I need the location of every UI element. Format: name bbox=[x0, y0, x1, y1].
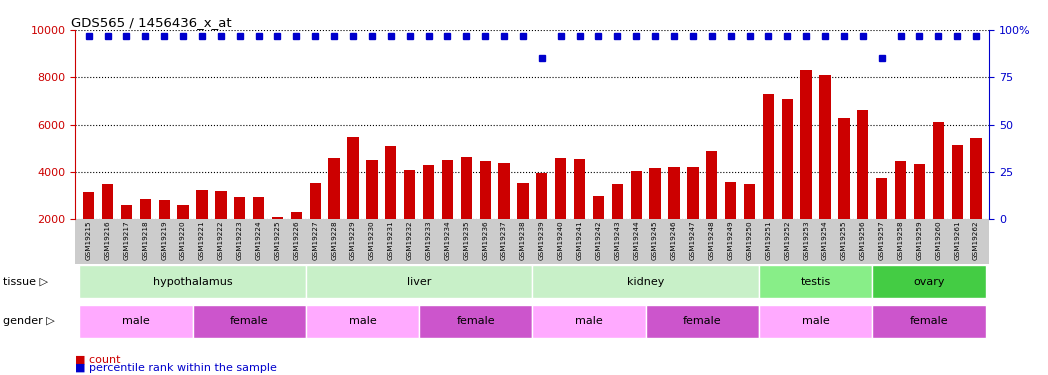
Bar bbox=[480, 161, 490, 219]
Bar bbox=[650, 168, 661, 219]
Text: liver: liver bbox=[407, 277, 432, 286]
Text: female: female bbox=[683, 316, 722, 326]
Bar bbox=[385, 146, 396, 219]
Bar bbox=[669, 167, 680, 219]
Bar bbox=[271, 217, 283, 219]
Bar bbox=[177, 205, 189, 219]
Bar bbox=[763, 94, 774, 219]
Bar bbox=[403, 170, 415, 219]
Bar bbox=[970, 138, 982, 219]
Bar bbox=[328, 158, 340, 219]
Text: hypothalamus: hypothalamus bbox=[153, 277, 233, 286]
Bar bbox=[801, 70, 812, 219]
Bar bbox=[876, 178, 888, 219]
Bar bbox=[139, 199, 151, 219]
Bar bbox=[820, 75, 831, 219]
Bar bbox=[253, 197, 264, 219]
Bar bbox=[555, 158, 566, 219]
Bar bbox=[933, 122, 944, 219]
Bar bbox=[857, 111, 869, 219]
Bar bbox=[838, 118, 850, 219]
Bar bbox=[461, 157, 472, 219]
Bar bbox=[215, 191, 226, 219]
Bar bbox=[914, 164, 925, 219]
Text: male: male bbox=[575, 316, 603, 326]
Text: female: female bbox=[910, 316, 948, 326]
Bar bbox=[366, 160, 377, 219]
Text: gender ▷: gender ▷ bbox=[3, 316, 54, 326]
Text: female: female bbox=[457, 316, 495, 326]
Bar bbox=[347, 136, 358, 219]
Bar bbox=[442, 160, 453, 219]
Bar bbox=[895, 161, 907, 219]
Text: testis: testis bbox=[801, 277, 831, 286]
Text: kidney: kidney bbox=[627, 277, 664, 286]
Bar bbox=[290, 212, 302, 219]
Bar bbox=[612, 184, 623, 219]
Bar bbox=[83, 192, 94, 219]
Bar bbox=[309, 183, 321, 219]
Bar bbox=[782, 99, 793, 219]
Bar bbox=[574, 159, 585, 219]
Bar bbox=[725, 182, 737, 219]
Text: male: male bbox=[802, 316, 829, 326]
Bar bbox=[196, 190, 208, 219]
Bar bbox=[593, 196, 604, 219]
Bar bbox=[537, 173, 547, 219]
Text: tissue ▷: tissue ▷ bbox=[3, 277, 48, 286]
Bar bbox=[952, 145, 963, 219]
Bar bbox=[158, 200, 170, 219]
Bar bbox=[744, 184, 756, 219]
Text: ■ percentile rank within the sample: ■ percentile rank within the sample bbox=[75, 363, 278, 373]
Text: ■ count: ■ count bbox=[75, 355, 121, 365]
Text: female: female bbox=[230, 316, 268, 326]
Bar bbox=[423, 165, 434, 219]
Bar bbox=[518, 183, 528, 219]
Bar bbox=[102, 184, 113, 219]
Bar bbox=[234, 197, 245, 219]
Bar bbox=[631, 171, 641, 219]
Text: ovary: ovary bbox=[913, 277, 944, 286]
Bar bbox=[499, 163, 509, 219]
Bar bbox=[706, 151, 718, 219]
Text: male: male bbox=[122, 316, 150, 326]
Text: GDS565 / 1456436_x_at: GDS565 / 1456436_x_at bbox=[71, 16, 232, 29]
Text: male: male bbox=[349, 316, 376, 326]
Bar bbox=[687, 167, 699, 219]
Bar bbox=[121, 205, 132, 219]
